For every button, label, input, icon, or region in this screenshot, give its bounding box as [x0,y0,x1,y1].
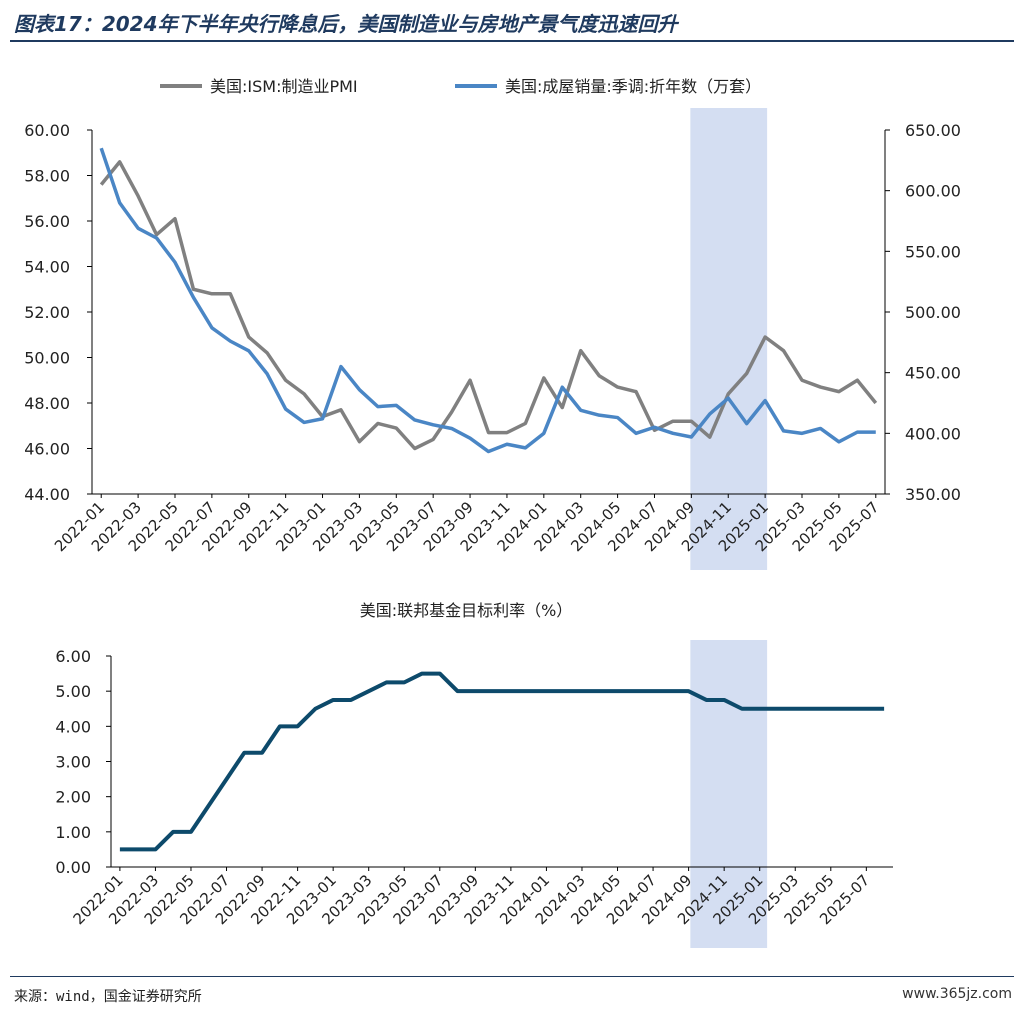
title-divider [10,40,1014,42]
top-right-tick-label: 600.00 [905,182,961,201]
bottom-y-tick-label: 0.00 [55,858,91,877]
bottom-chart-title: 美国:联邦基金目标利率（%） [360,601,573,620]
pmi-series-line [99,160,878,451]
fed-rate-series-line [119,671,885,852]
top-left-tick-label: 58.00 [24,167,70,186]
watermark: www.365jz.com [902,986,1012,1002]
top-left-tick-label: 48.00 [24,394,70,413]
top-right-tick-label: 350.00 [905,485,961,504]
highlight-band-bottom [690,640,768,948]
bottom-y-tick-label: 6.00 [55,647,91,666]
top-right-tick-label: 650.00 [905,121,961,140]
top-right-tick-label: 450.00 [905,364,961,383]
top-right-tick-label: 400.00 [905,424,961,443]
top-right-tick-label: 550.00 [905,242,961,261]
bottom-chart-lines [119,671,885,852]
top-left-tick-label: 44.00 [24,485,70,504]
top-left-tick-label: 52.00 [24,303,70,322]
top-right-tick-label: 500.00 [905,303,961,322]
legend: 美国:ISM:制造业PMI 美国:成屋销量:季调:折年数（万套） [160,77,761,96]
home-sales-series-line [99,147,876,454]
bottom-y-tick-label: 1.00 [55,823,91,842]
top-chart-lines [99,147,878,454]
figure-title: 图表17：2024年下半年央行降息后，美国制造业与房地产景气度迅速回升 [14,12,678,36]
bottom-y-tick-label: 2.00 [55,788,91,807]
bottom-y-tick-label: 4.00 [55,717,91,736]
top-left-tick-label: 60.00 [24,121,70,140]
legend-label-2: 美国:成屋销量:季调:折年数（万套） [505,77,761,96]
footer-divider [10,976,1014,977]
bottom-y-tick-label: 5.00 [55,682,91,701]
top-chart-axes: 44.00 46.00 48.00 50.00 52.00 54.00 56.00 58.00… [24,121,961,555]
source-note: 来源：wind，国金证券研究所 [14,989,202,1005]
bottom-y-tick-label: 3.00 [55,753,91,772]
legend-label-1: 美国:ISM:制造业PMI [210,77,358,96]
highlight-band-top [690,108,768,570]
top-left-tick-label: 50.00 [24,349,70,368]
chart-canvas: 美国:ISM:制造业PMI 美国:成屋销量:季调:折年数（万套） 44.00 46.… [24,77,961,948]
top-left-tick-label: 46.00 [24,440,70,459]
top-left-tick-label: 54.00 [24,258,70,277]
top-left-tick-label: 56.00 [24,212,70,231]
